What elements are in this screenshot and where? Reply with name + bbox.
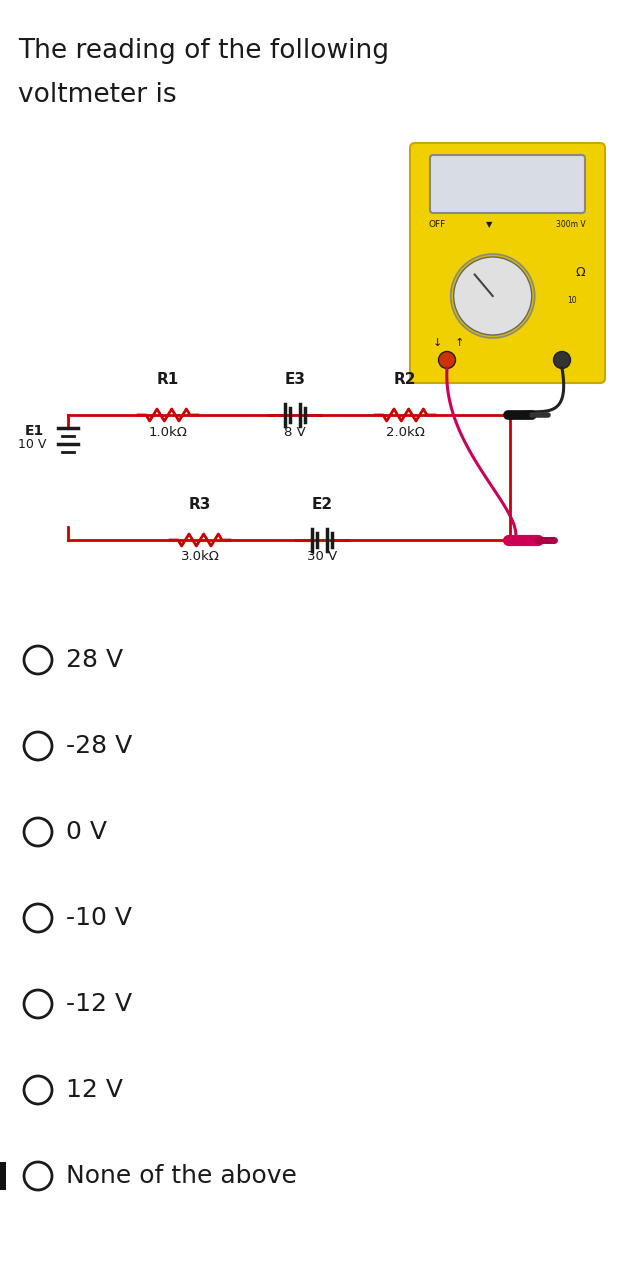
Circle shape	[24, 1162, 52, 1190]
Text: -28 V: -28 V	[66, 733, 132, 758]
Circle shape	[24, 1076, 52, 1103]
Text: 0 V: 0 V	[66, 820, 107, 844]
Circle shape	[24, 989, 52, 1018]
Text: E3: E3	[285, 372, 305, 387]
Text: voltmeter is: voltmeter is	[18, 82, 176, 108]
Text: 8 V: 8 V	[284, 426, 306, 439]
Text: 10 V: 10 V	[17, 438, 46, 451]
Text: R3: R3	[189, 497, 211, 512]
Text: 30 V: 30 V	[307, 550, 337, 563]
Text: 1.0kΩ: 1.0kΩ	[149, 426, 187, 439]
Text: ▼: ▼	[486, 220, 493, 229]
Text: R1: R1	[157, 372, 179, 387]
Text: Ω: Ω	[575, 266, 585, 279]
FancyBboxPatch shape	[410, 143, 605, 383]
Circle shape	[439, 352, 455, 369]
Text: 28 V: 28 V	[66, 648, 123, 672]
Text: 3.0kΩ: 3.0kΩ	[180, 550, 220, 563]
Circle shape	[24, 904, 52, 932]
Text: E2: E2	[312, 497, 332, 512]
Text: 10: 10	[567, 296, 577, 305]
Circle shape	[24, 732, 52, 760]
Text: 300m V: 300m V	[556, 220, 586, 229]
Text: -10 V: -10 V	[66, 906, 132, 931]
Circle shape	[553, 352, 571, 369]
Circle shape	[451, 253, 535, 338]
Circle shape	[24, 646, 52, 675]
Text: -12 V: -12 V	[66, 992, 132, 1016]
FancyBboxPatch shape	[430, 155, 585, 212]
Circle shape	[24, 818, 52, 846]
Circle shape	[454, 257, 532, 335]
Bar	[0, 1162, 6, 1190]
Text: 2.0kΩ: 2.0kΩ	[386, 426, 424, 439]
Text: OFF: OFF	[429, 220, 446, 229]
Text: The reading of the following: The reading of the following	[18, 38, 389, 64]
Text: E1: E1	[24, 424, 44, 438]
Text: R2: R2	[393, 372, 416, 387]
Text: 12 V: 12 V	[66, 1078, 123, 1102]
Text: ↑: ↑	[454, 338, 464, 348]
Text: None of the above: None of the above	[66, 1164, 297, 1188]
Text: ↓: ↓	[432, 338, 442, 348]
